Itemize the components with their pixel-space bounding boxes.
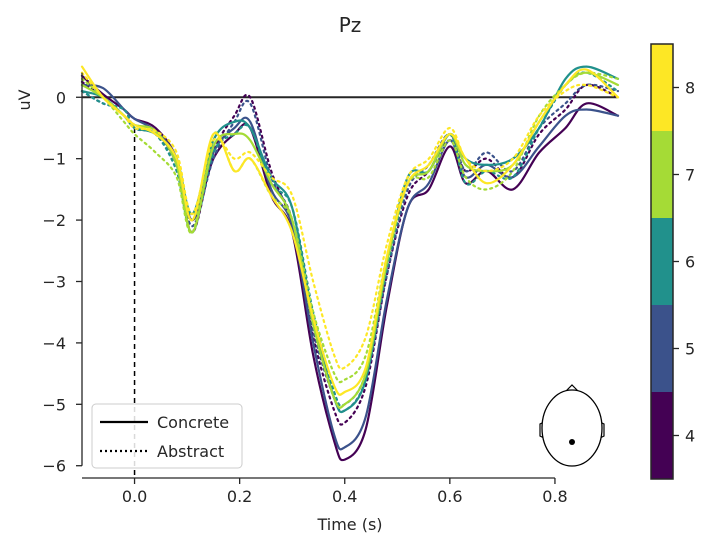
x-tick-label: 0.0 [122, 487, 147, 506]
y-ticks: 0 −1 −2 −3 −4 −5 −6 [42, 88, 82, 476]
head-nose-icon [565, 384, 579, 392]
y-tick-label: 0 [56, 88, 66, 107]
colorbar-block-7 [651, 131, 673, 218]
x-tick-label: 0.6 [437, 487, 462, 506]
sensor-pz-marker [569, 439, 575, 445]
plot-area [80, 65, 620, 478]
y-tick-label: −2 [42, 211, 66, 230]
x-tick-label: 0.4 [332, 487, 357, 506]
chart-title: Pz [339, 13, 362, 37]
y-axis-label: uV [15, 89, 34, 110]
y-tick-label: −5 [42, 395, 66, 414]
head-outline-icon [541, 389, 603, 467]
colorbar-tick-label: 5 [685, 340, 695, 359]
colorbar-tick-label: 8 [685, 79, 695, 98]
colorbar-block-8 [651, 44, 673, 131]
legend-label-concrete: Concrete [157, 413, 229, 432]
x-tick-label: 0.8 [542, 487, 567, 506]
colorbar: 4 5 6 7 8 [650, 43, 695, 480]
x-tick-label: 0.2 [227, 487, 252, 506]
series-line-concrete-8 [80, 65, 620, 396]
colorbar-tick-label: 4 [685, 427, 695, 446]
colorbar-block-6 [651, 218, 673, 305]
colorbar-block-4 [651, 392, 673, 479]
colorbar-tick-label: 6 [685, 253, 695, 272]
series-line-abstract-7 [80, 71, 620, 384]
axes: 0.0 0.2 0.4 0.6 0.8 0 −1 −2 −3 −4 −5 −6 [42, 72, 568, 506]
x-axis-label: Time (s) [316, 515, 382, 534]
colorbar-ticks: 4 5 6 7 8 [673, 79, 695, 446]
series-line-abstract-6 [80, 71, 620, 407]
colorbar-block-5 [651, 305, 673, 392]
y-tick-label: −6 [42, 457, 66, 476]
x-ticks: 0.0 0.2 0.4 0.6 0.8 [122, 478, 568, 506]
y-tick-label: −1 [42, 150, 66, 169]
sensor-head-inset [539, 384, 605, 467]
y-tick-label: −3 [42, 272, 66, 291]
legend-label-abstract: Abstract [157, 442, 224, 461]
series-group [80, 65, 620, 462]
series-line-abstract-8 [80, 71, 620, 370]
legend: Concrete Abstract [91, 403, 243, 469]
colorbar-tick-label: 7 [685, 166, 695, 185]
colorbar-blocks [651, 44, 673, 479]
y-tick-label: −4 [42, 334, 66, 353]
legend-box [91, 403, 243, 469]
